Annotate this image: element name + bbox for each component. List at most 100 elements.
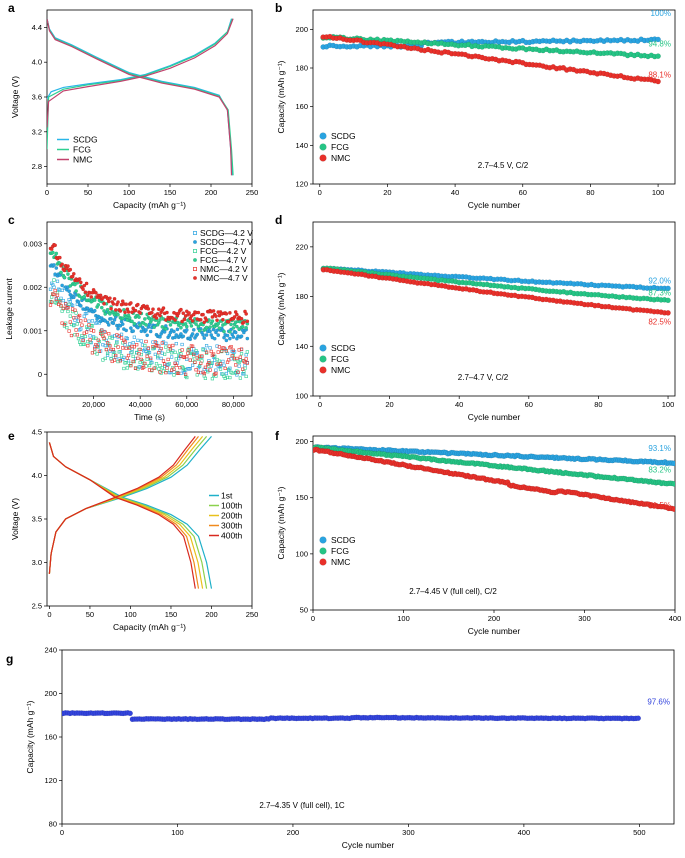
plot-area (313, 444, 675, 512)
data-point-scdg-4-2-v (128, 342, 132, 346)
data-point-nmc-4-2-v (167, 344, 171, 348)
y-tick-label: 4.4 (32, 23, 42, 32)
data-point-nmc-4-2-v (139, 357, 143, 362)
retention-annotation: 97.6% (647, 698, 670, 707)
data-point-scdg-4-2-v (82, 314, 86, 318)
y-tick-label: 0 (38, 370, 42, 379)
data-point-nmc-4-2-v (186, 351, 190, 355)
legend-label: NMC (331, 365, 350, 375)
data-point-fcg-4-7-v (189, 324, 194, 328)
data-point-fcg-4-2-v (227, 367, 231, 372)
data-point-nmc-4-7-v (170, 316, 175, 321)
data-point-nmc-4-2-v (227, 358, 231, 362)
data-point-nmc-4-7-v (151, 307, 155, 312)
data-point-nmc-4-2-v (118, 359, 122, 363)
x-tick-label: 50 (84, 188, 92, 197)
data-point-fcg-4-7-v (168, 323, 173, 327)
data-point-scdg-4-7-v (208, 329, 212, 334)
data-point-nmc-4-2-v (215, 362, 219, 366)
data-point-nmc-4-7-v (138, 311, 143, 315)
y-tick-label: 0.002 (23, 283, 42, 292)
x-tick-label: 40,000 (129, 400, 152, 409)
data-point-fcg-4-7-v (231, 326, 236, 330)
data-point-fcg-4-2-v (158, 363, 162, 368)
data-point-nmc-4-2-v (91, 329, 96, 333)
data-point-scdg-4-2-v (79, 327, 83, 331)
panel-f: f 0 100 200 300 400 50 100 150 200 Cycle number Cap… (275, 429, 681, 636)
legend-label: FCG (73, 145, 91, 155)
data-point-fcg-4-2-v (80, 334, 84, 338)
data-point-nmc-4-7-v (102, 301, 106, 306)
data-point-fcg-4-7-v (77, 294, 82, 299)
data-point-scdg-4-7-v (120, 322, 125, 326)
data-point-nmc-4-2-v (207, 361, 211, 365)
data-point-scdg-4-2-v (123, 343, 127, 347)
data-point-scdg-4-7-v (78, 303, 83, 308)
data-point-scdg-4-2-v (180, 342, 184, 347)
x-tick-label: 400 (518, 828, 531, 837)
data-point-nmc-4-2-v (152, 366, 156, 370)
data-point-scdg-4-7-v (139, 329, 144, 334)
data-point-fcg-4-7-v (74, 289, 78, 293)
x-tick-label: 400 (669, 614, 682, 623)
data-point-nmc-4-7-v (84, 281, 89, 286)
retention-annotation: 83.2% (648, 465, 671, 474)
data-point-scdg-4-2-v (190, 363, 195, 367)
data-point-nmc-4-2-v (121, 346, 125, 350)
data-point-nmc-4-2-v (107, 332, 111, 336)
data-point-nmc-4-2-v (137, 352, 141, 356)
data-point-fcg (671, 481, 675, 487)
legend-label: NMC—4.7 V (200, 273, 248, 283)
plot-area (47, 18, 234, 176)
y-tick-label: 140 (295, 141, 308, 150)
data-point-fcg-4-7-v (102, 309, 106, 313)
data-point-fcg-4-7-v (99, 305, 104, 310)
data-point-nmc-4-7-v (190, 319, 195, 323)
data-point-nmc-4-2-v (149, 356, 153, 360)
x-tick-label: 100 (124, 610, 137, 619)
data-point-fcg-4-7-v (235, 324, 239, 329)
data-point-nmc-4-7-v (224, 312, 229, 316)
legend-label: SCDG (73, 135, 98, 145)
data-point-fcg-4-2-v (105, 351, 110, 355)
data-point-fcg-4-2-v (245, 350, 249, 354)
data-point-nmc-4-2-v (239, 347, 244, 351)
data-point-fcg-4-2-v (149, 361, 153, 365)
data-point-scdg-4-2-v (218, 364, 223, 368)
data-point-scdg-4-7-v (131, 329, 136, 333)
data-point-nmc-4-7-v (53, 243, 58, 248)
data-point-nmc-4-7-v (83, 290, 88, 295)
data-point-nmc-4-2-v (116, 345, 120, 349)
data-point-scdg (655, 36, 661, 43)
x-tick-label: 80 (594, 400, 602, 409)
data-point-scdg-4-7-v (190, 332, 195, 336)
data-point-nmc-4-2-v (241, 367, 245, 371)
y-axis-label: Capacity (mAh g⁻¹) (25, 700, 35, 773)
data-point-nmc-4-2-v (159, 347, 163, 351)
plot-frame (312, 221, 676, 397)
data-point-scdg-4-2-v (222, 363, 226, 367)
data-point-nmc-4-7-v (217, 313, 222, 318)
y-tick-label: 2.5 (32, 602, 42, 611)
data-point-fcg-4-2-v (58, 298, 62, 302)
data-point-nmc-4-2-v (87, 323, 91, 327)
data-point-nmc-4-2-v (64, 302, 68, 306)
data-point-nmc-4-2-v (160, 341, 164, 345)
data-point-nmc-4-7-v (60, 262, 64, 267)
y-tick-label: 4.0 (32, 471, 42, 480)
data-point-nmc-4-2-v (168, 347, 173, 351)
data-point-nmc-4-2-v (187, 348, 191, 352)
data-point-nmc-4-7-v (136, 302, 140, 307)
legend-marker (193, 240, 197, 244)
legend-label: SCDG (331, 343, 356, 353)
data-point-capacity (635, 715, 641, 721)
data-point-nmc-4-2-v (62, 323, 67, 327)
panel-letter: b (275, 1, 282, 15)
data-point-nmc-4-7-v (68, 267, 73, 272)
x-axis-label: Time (s) (134, 412, 165, 422)
data-point-fcg-4-2-v (156, 354, 160, 358)
data-point-fcg-4-7-v (144, 323, 148, 327)
data-point-nmc-4-2-v (75, 333, 79, 337)
x-tick-label: 60 (525, 400, 533, 409)
data-point-fcg-4-2-v (215, 357, 219, 362)
